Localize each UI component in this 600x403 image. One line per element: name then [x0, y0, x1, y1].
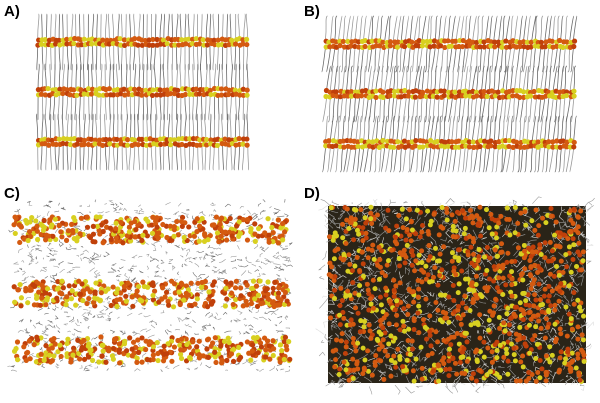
panel-b: B) [300, 0, 600, 190]
panel-b-label: B) [304, 3, 320, 20]
head-groups [35, 35, 250, 149]
panel-a-label: A) [4, 3, 20, 20]
panel-c-render [7, 199, 293, 373]
panel-b-render [321, 15, 578, 173]
panel-a-render [35, 13, 250, 171]
tail-chains [321, 15, 578, 173]
head-groups [326, 204, 587, 385]
panel-c: C) [0, 182, 300, 403]
panel-d: D) [300, 182, 600, 403]
head-groups [11, 214, 293, 366]
panel-c-label: C) [4, 185, 20, 202]
panel-d-render [315, 196, 595, 395]
tail-chains [36, 13, 249, 171]
panel-d-label: D) [304, 185, 320, 202]
head-groups [323, 37, 578, 151]
panel-a: A) [0, 0, 300, 190]
